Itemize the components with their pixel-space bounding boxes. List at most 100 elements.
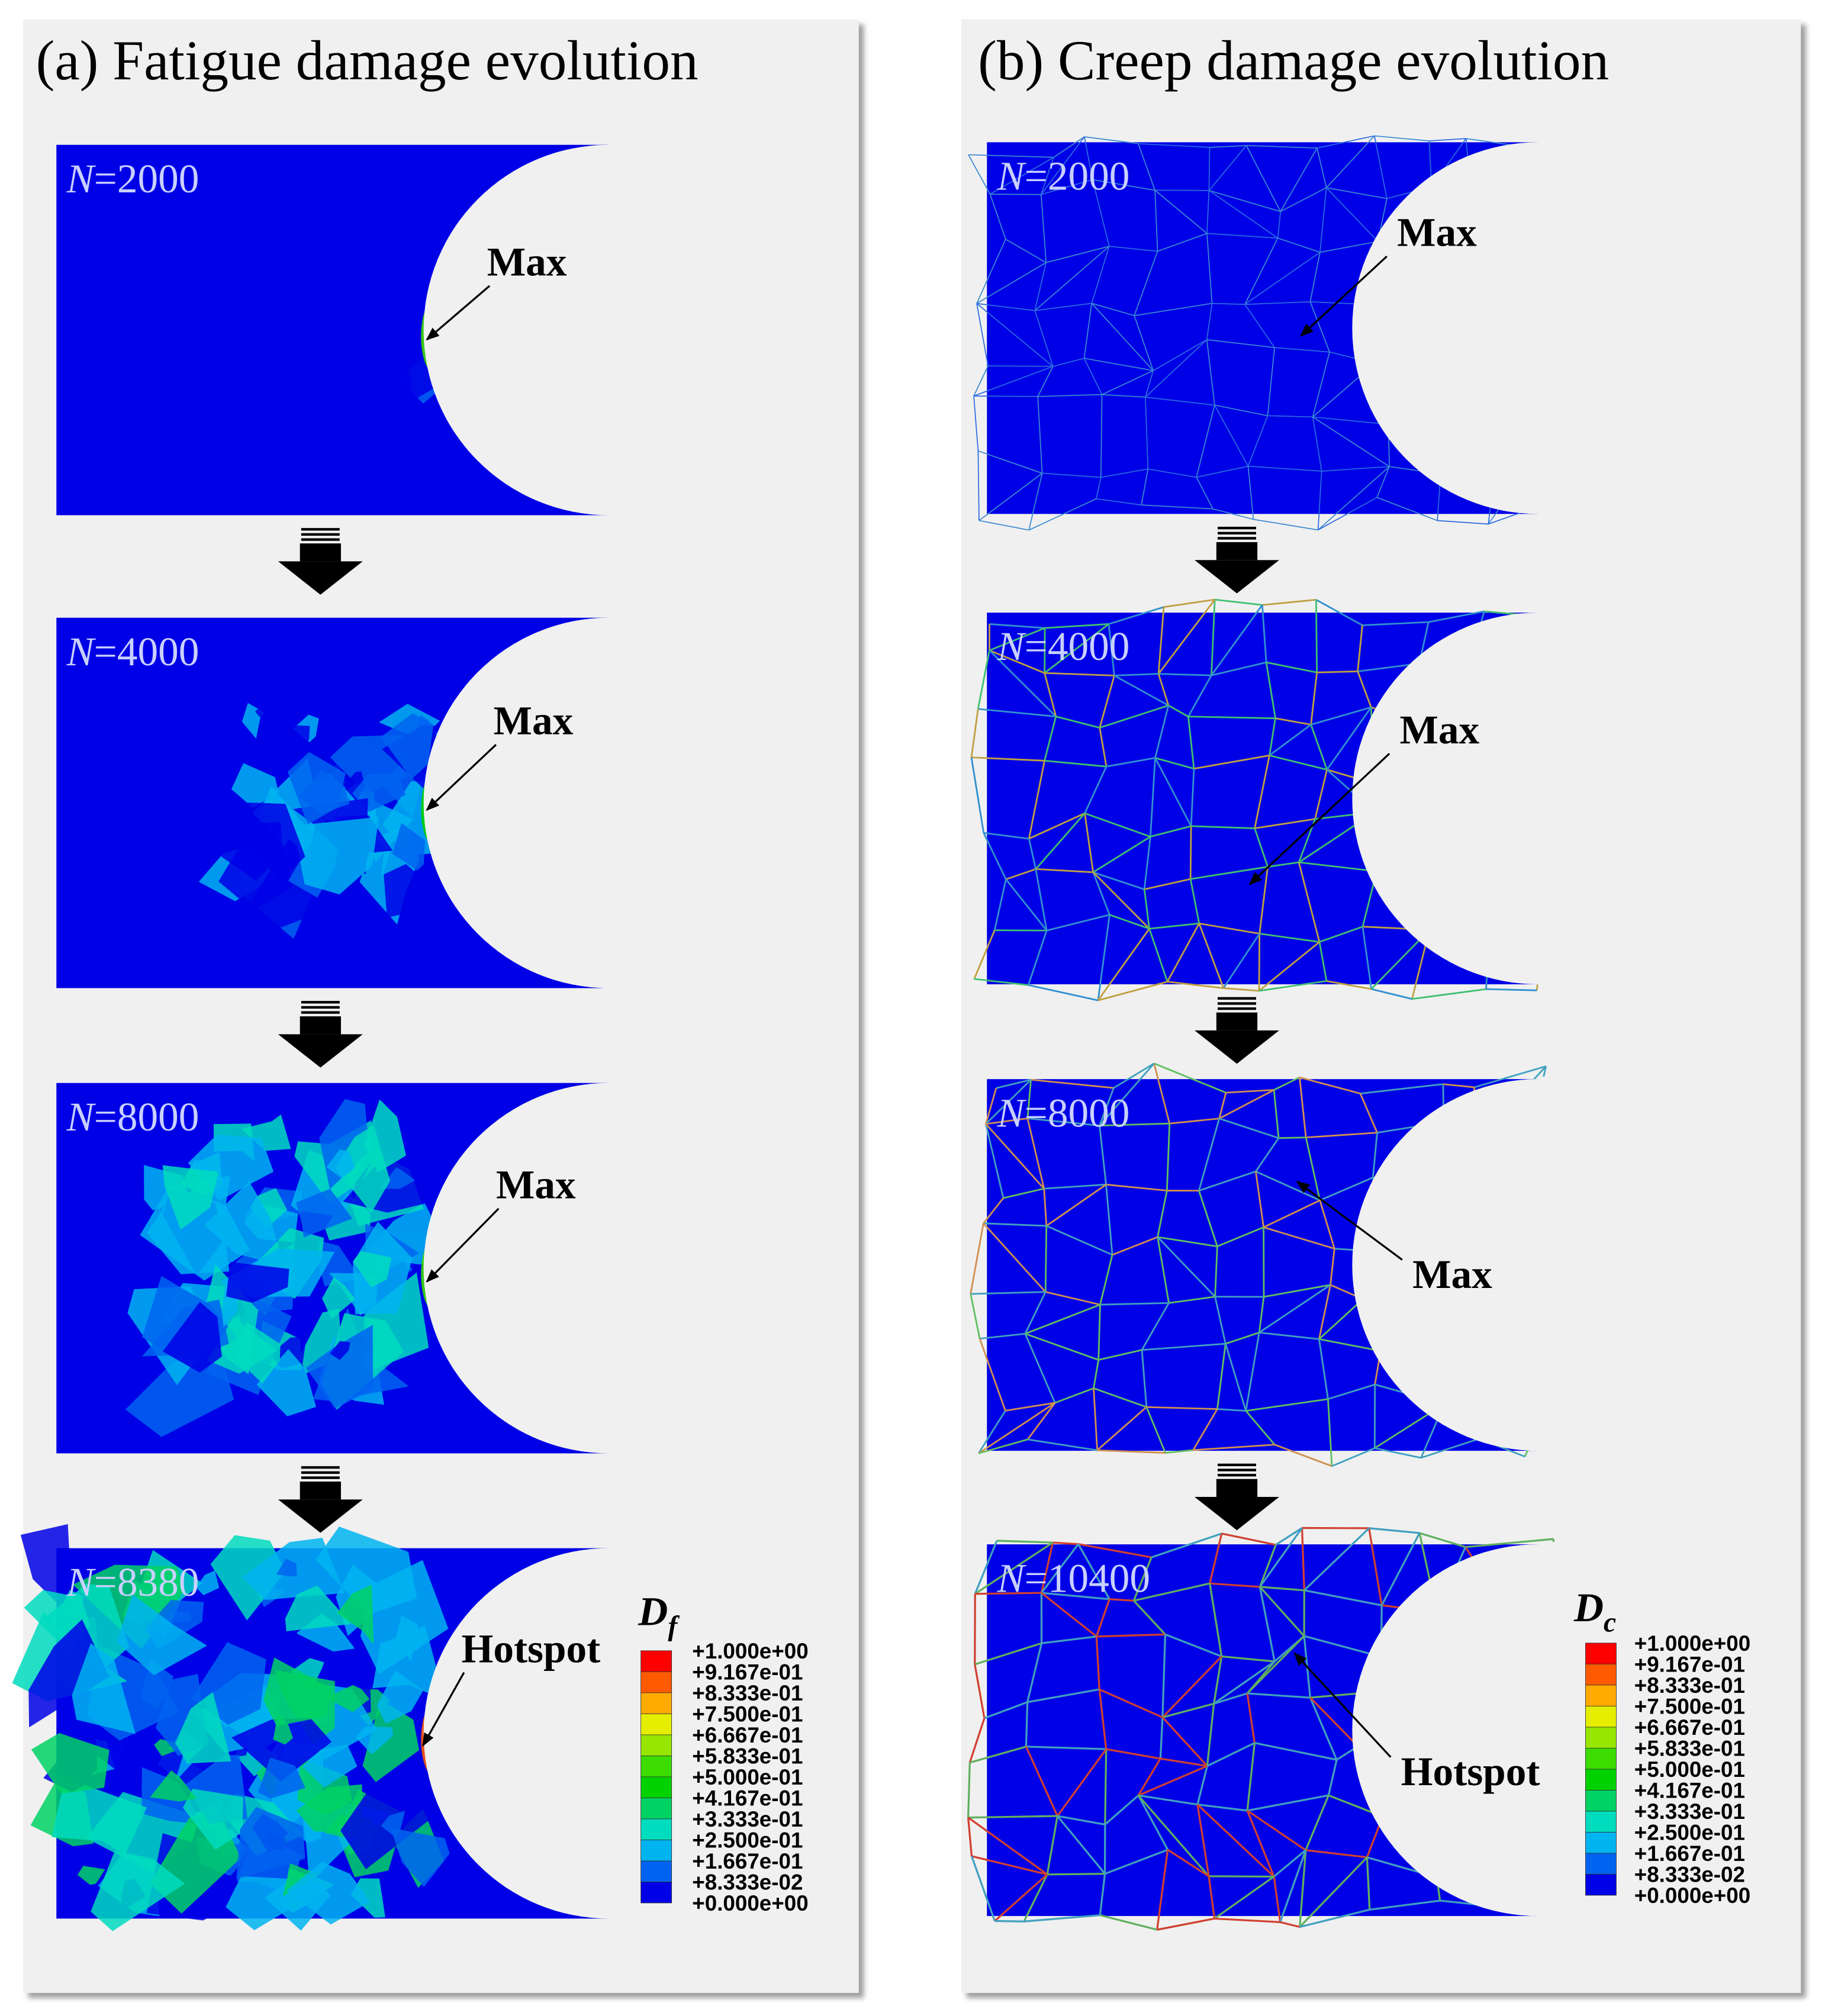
legend-label: +2.500e-01 <box>692 1828 803 1852</box>
grain-boundary <box>1028 984 1099 1001</box>
grain-boundary <box>1041 179 1093 195</box>
step-arrow <box>278 1001 363 1068</box>
damage-region <box>340 339 416 417</box>
legend-swatch <box>640 1860 672 1882</box>
grain-boundary <box>1099 704 1169 729</box>
grain-boundary <box>1154 189 1208 234</box>
grain-boundary <box>1269 718 1276 756</box>
grain-boundary <box>1045 1291 1100 1306</box>
grain-boundary <box>1044 623 1109 674</box>
grain-boundary <box>1166 1123 1171 1191</box>
grain-boundary <box>1312 352 1330 417</box>
grain-boundary <box>1023 1874 1048 1922</box>
step-symbol: N <box>66 1094 96 1139</box>
grain-boundary <box>1109 914 1150 930</box>
grain-boundary <box>1198 1118 1221 1191</box>
grain-boundary <box>990 194 1041 195</box>
grain-boundary <box>1037 366 1054 397</box>
grain-boundary <box>1248 465 1322 472</box>
legend-label: +4.167e-01 <box>692 1786 803 1810</box>
arrow-head <box>278 1499 363 1533</box>
grain-boundary <box>1319 241 1379 253</box>
grain-boundary <box>1245 145 1281 212</box>
grain-boundary <box>1052 1541 1079 1545</box>
grain-boundary <box>1169 1118 1219 1125</box>
grain-boundary <box>1319 926 1363 943</box>
grain-boundary <box>1218 1092 1227 1119</box>
grain-boundary <box>1057 1815 1106 1826</box>
legend-label: +4.167e-01 <box>1634 1778 1745 1802</box>
grain-boundary <box>1106 1183 1167 1191</box>
grain-boundary <box>1034 262 1047 311</box>
contour-frame <box>968 135 1724 531</box>
grain-boundary <box>1214 405 1249 467</box>
grain-boundary <box>1083 358 1103 395</box>
panel-title: (a) Fatigue damage evolution <box>36 29 698 92</box>
damage-region <box>255 695 287 731</box>
grain-boundary <box>1310 672 1318 725</box>
damage-region <box>236 1322 281 1384</box>
grain-boundary <box>977 650 990 709</box>
arrow-stripe <box>301 1466 340 1469</box>
grain-boundary <box>1145 1406 1166 1454</box>
grain-boundary <box>1330 1248 1335 1285</box>
grain-boundary <box>1206 1742 1256 1767</box>
grain-boundary <box>1198 923 1225 988</box>
damage-region <box>257 1757 305 1799</box>
grain-boundary <box>1106 757 1155 768</box>
legend-symbol: D <box>1573 1585 1604 1630</box>
grain-boundary <box>1091 302 1154 371</box>
grain-boundary <box>1246 1635 1305 1695</box>
grain-boundary <box>1254 755 1270 829</box>
grain-boundary <box>1277 237 1321 253</box>
grain-boundary <box>1206 233 1213 304</box>
grain-boundary <box>1309 1697 1338 1760</box>
grain-boundary <box>1212 508 1254 520</box>
grain-boundary <box>1192 1408 1218 1451</box>
grain-boundary <box>1244 252 1321 305</box>
grain-boundary <box>1156 1849 1169 1930</box>
grain-boundary <box>1095 1599 1110 1637</box>
grain-boundary <box>1198 1190 1218 1247</box>
grain-boundary <box>1026 1118 1045 1189</box>
grain-boundary <box>1141 504 1213 510</box>
grain-boundary <box>1148 468 1197 478</box>
damage-region <box>231 1718 332 1782</box>
legend-label: +5.000e-01 <box>1634 1757 1745 1782</box>
grain-boundary <box>1312 417 1322 472</box>
grain-boundary <box>1044 759 1107 768</box>
annotation: Max <box>1397 210 1477 255</box>
notch <box>423 1083 794 1454</box>
grain-boundary <box>1277 211 1282 239</box>
grain-boundary <box>1362 621 1429 626</box>
arrow-stripe <box>301 1006 340 1009</box>
grain-boundary <box>1093 1360 1100 1389</box>
grain-boundary <box>1209 1582 1260 1588</box>
grain-boundary <box>1046 1225 1113 1256</box>
legend-label: +9.167e-01 <box>1634 1652 1745 1676</box>
grain-boundary <box>968 154 991 195</box>
grain-boundary <box>976 303 989 366</box>
arrow-shaft <box>1216 542 1258 561</box>
step-value: =4000 <box>1025 623 1130 669</box>
grain-boundary <box>1245 1332 1260 1411</box>
grain-boundary <box>1145 339 1208 398</box>
grain-boundary <box>1247 1692 1311 1699</box>
grain-boundary <box>1212 302 1245 305</box>
grain-boundary <box>1245 301 1311 305</box>
step-label: N=4000 <box>997 623 1130 669</box>
grain-boundary <box>1266 661 1317 674</box>
grain-boundary <box>1042 472 1101 478</box>
grain-boundary <box>1024 1333 1056 1403</box>
legend-swatch <box>1585 1853 1617 1875</box>
grain-boundary <box>1244 304 1275 348</box>
grain-boundary <box>1161 1717 1208 1767</box>
grain-boundary <box>1146 1406 1218 1410</box>
grain-boundary <box>1154 757 1192 827</box>
grain-boundary <box>1105 1848 1169 1875</box>
grain-boundary <box>1137 1795 1169 1850</box>
damage-region <box>379 1167 416 1189</box>
grain-boundary <box>1097 1305 1101 1360</box>
damage-region <box>355 1726 393 1755</box>
grain-boundary <box>1318 466 1390 530</box>
